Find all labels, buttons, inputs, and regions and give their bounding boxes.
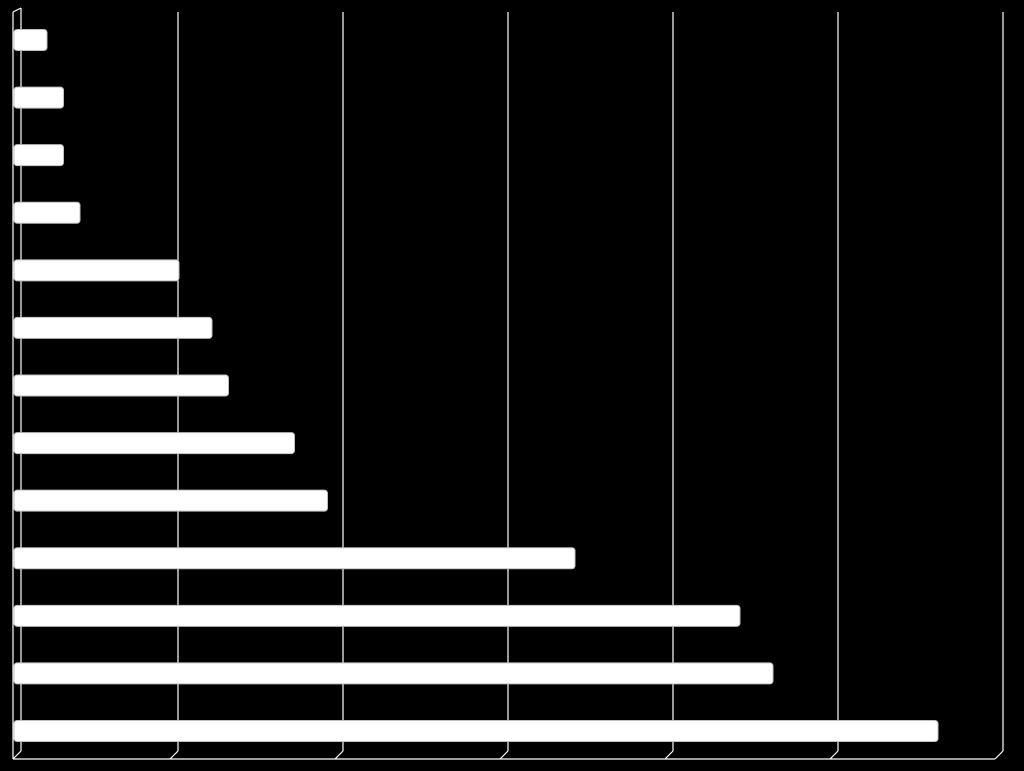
bar — [13, 259, 180, 282]
grid-layer — [169, 12, 1004, 760]
gridline-foot — [499, 750, 509, 760]
x-axis-corner — [12, 750, 22, 760]
bar — [13, 432, 295, 455]
bar — [13, 547, 576, 570]
bar — [13, 374, 229, 397]
gridline-foot — [169, 750, 179, 760]
gridline-foot — [829, 750, 839, 760]
bar — [13, 201, 81, 224]
gridline-foot — [664, 750, 674, 760]
bar — [13, 29, 48, 51]
bar — [13, 86, 64, 109]
bar-layer — [13, 29, 939, 742]
bar — [13, 604, 741, 627]
bar — [13, 662, 774, 685]
bar — [13, 489, 328, 512]
bar — [13, 144, 64, 167]
bar — [13, 720, 939, 742]
gridline-foot — [334, 750, 344, 760]
y-axis-top-edge — [12, 7, 22, 13]
gridline-foot — [994, 750, 1004, 760]
bar — [13, 316, 213, 339]
